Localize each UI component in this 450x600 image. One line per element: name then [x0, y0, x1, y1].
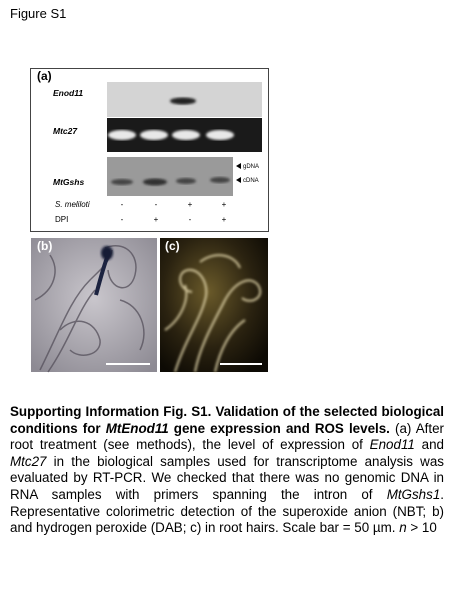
gel-band [170, 97, 196, 105]
sign: + [154, 215, 159, 224]
marker-arrow [236, 177, 241, 183]
gel-band [206, 130, 234, 140]
sign: - [189, 215, 192, 224]
caption-text: n [399, 520, 407, 536]
sign: + [222, 215, 227, 224]
gel-band [210, 177, 230, 183]
sign: - [155, 200, 158, 209]
sign: + [188, 200, 193, 209]
marker-arrow [236, 163, 241, 169]
caption-text: in the biological samples used for trans… [10, 453, 444, 502]
gene-label: Enod11 [53, 88, 83, 98]
sign: + [222, 200, 227, 209]
caption-text: MtEnod11 [105, 420, 169, 436]
panel-label: (a) [37, 69, 52, 83]
gel-band [140, 130, 168, 140]
panel-label: (b) [37, 239, 52, 253]
gel-band [108, 130, 136, 140]
caption-text: and [414, 437, 444, 453]
caption-text: > 10 [406, 520, 437, 536]
panel-label: (c) [165, 239, 180, 253]
gene-label: MtGshs [53, 177, 84, 187]
stain [101, 246, 113, 260]
sign: - [121, 215, 124, 224]
caption-text: gene expression and ROS levels. [168, 420, 390, 436]
caption-text: Enod11 [369, 437, 415, 453]
figure-title: Figure S1 [10, 6, 67, 21]
row-label: S. meliloti [55, 200, 90, 209]
caption-text: Supporting Information Fig. S1. Validati… [10, 404, 444, 436]
gel-band [172, 130, 200, 140]
figure: (a) Enod11 Mtc27 MtGshs gDNA cDNA S. mel… [30, 68, 269, 373]
gel-band [176, 178, 196, 184]
caption-text: . Representative colorimetric detection … [10, 486, 444, 536]
gene-label: Mtc27 [53, 126, 78, 136]
gel-band [111, 179, 133, 185]
sign: - [121, 200, 124, 209]
caption-text: Mtc27 [10, 453, 47, 469]
caption: Supporting Information Fig. S1. Validati… [10, 404, 444, 537]
gel-band [143, 178, 167, 186]
caption-text: MtGshs1 [386, 486, 441, 502]
band-marker: cDNA [243, 178, 259, 184]
caption-text: (a) After root treatment (see methods), … [10, 420, 444, 453]
band-marker: gDNA [243, 164, 259, 170]
gel [107, 157, 233, 196]
row-label: DPI [55, 215, 68, 224]
micrograph [160, 238, 268, 372]
